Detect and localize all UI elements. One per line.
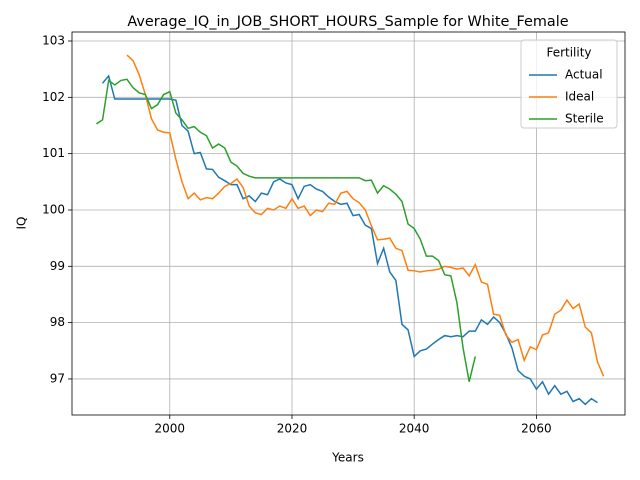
series-line <box>96 78 477 382</box>
y-tick-label: 97 <box>50 371 65 385</box>
y-tick-label: 101 <box>42 146 65 160</box>
chart-title: Average_IQ_in_JOB_SHORT_HOURS_Sample for… <box>127 14 568 30</box>
x-tick-label: 2020 <box>277 422 308 436</box>
y-tick-label: 103 <box>42 34 65 48</box>
y-tick-label: 102 <box>42 90 65 104</box>
legend-label: Actual <box>565 68 603 82</box>
legend-box <box>520 39 618 129</box>
series-line <box>126 54 605 377</box>
x-tick-label: 2040 <box>399 422 430 436</box>
x-tick-label: 2000 <box>154 422 185 436</box>
legend-title: Fertility <box>546 46 591 60</box>
y-tick-label: 100 <box>42 202 65 216</box>
x-axis-label: Years <box>331 451 364 465</box>
legend-label: Ideal <box>565 90 594 104</box>
legend: Fertility Actual Ideal Sterile <box>520 39 618 129</box>
plot-frame <box>71 31 626 416</box>
series-line <box>101 74 598 406</box>
x-tick-label: 2060 <box>521 422 552 436</box>
y-axis-label: IQ <box>15 217 29 230</box>
y-tick-label: 99 <box>50 259 65 273</box>
legend-label: Sterile <box>565 112 604 126</box>
y-tick-label: 98 <box>50 315 65 329</box>
